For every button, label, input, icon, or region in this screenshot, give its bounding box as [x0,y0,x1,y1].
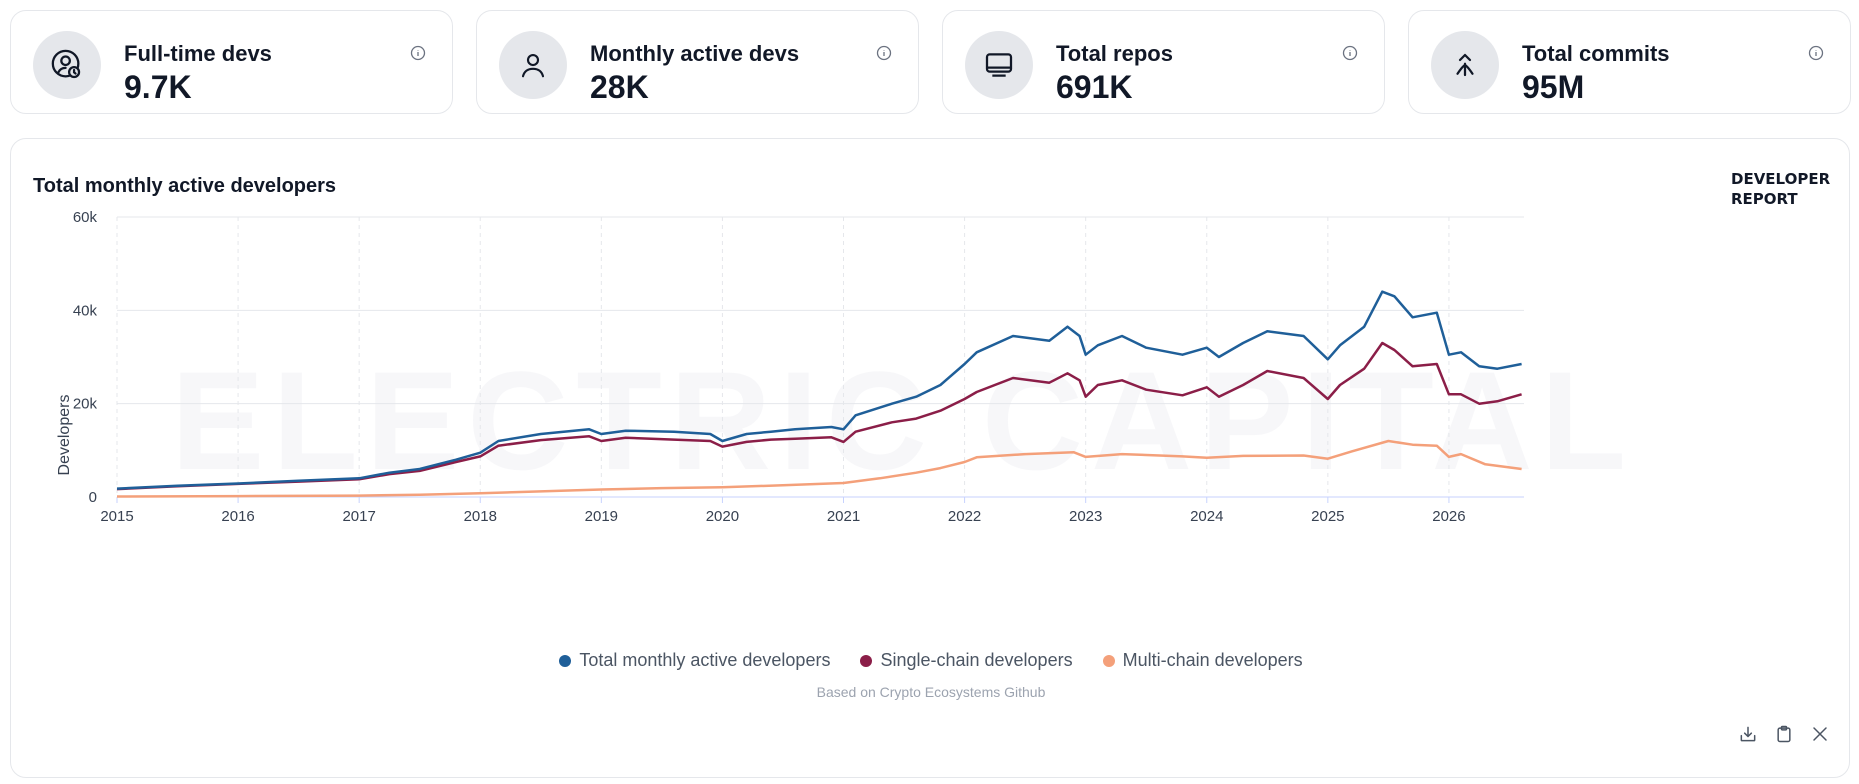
chart-legend: Total monthly active developers Single-ch… [11,650,1851,671]
x-tick-label: 2025 [1311,508,1344,525]
repo-icon [965,31,1033,99]
legend-item[interactable]: Multi-chain developers [1102,650,1303,671]
x-tick-label: 2017 [342,508,375,525]
x-tick-label: 2020 [706,508,739,525]
x-tick-label: 2024 [1190,508,1223,525]
stat-card-total-commits: Total commits 95M [1408,10,1851,114]
stat-card-full-time-devs: Full-time devs 9.7K [10,10,453,114]
y-tick-label: 0 [89,489,97,506]
chart-grid [116,216,1524,498]
x-tick-label: 2021 [827,508,860,525]
y-axis-label: Developers [56,395,73,476]
y-tick-label: 60k [73,209,98,226]
copy-button[interactable] [1773,723,1795,745]
stat-card-monthly-active-devs: Monthly active devs 28K [476,10,919,114]
stat-card-total-repos: Total repos 691K [942,10,1385,114]
stat-label: Total repos [1056,41,1173,66]
series-line [116,290,1522,490]
y-tick-label: 40k [73,302,98,319]
user-icon [499,31,567,99]
info-icon[interactable] [876,45,892,61]
legend-label: Multi-chain developers [1122,650,1303,670]
legend-dot [559,654,572,667]
clipboard-icon [1777,725,1791,743]
chart-title: Total monthly active developers [33,175,337,197]
stat-label: Full-time devs [124,41,272,66]
stat-value: 28K [590,69,649,105]
x-tick-label: 2015 [100,508,133,525]
download-button[interactable] [1737,723,1759,745]
stat-value: 95M [1522,69,1585,105]
info-icon[interactable] [1808,45,1824,61]
legend-item[interactable]: Single-chain developers [860,650,1073,671]
legend-dot [1102,654,1115,667]
stat-value: 691K [1056,69,1133,105]
developer-report-logo: DEVELOPER REPORT [1731,170,1831,208]
series-line [116,439,1522,498]
merge-icon [1431,31,1499,99]
x-tick-label: 2022 [948,508,981,525]
x-tick-label: 2023 [1069,508,1102,525]
chart-card: Total monthly active developers DEVELOPE… [10,138,1850,778]
legend-item[interactable]: Total monthly active developers [559,650,830,671]
x-tick-label: 2018 [464,508,497,525]
legend-dot [860,654,873,667]
x-tick-label: 2026 [1432,508,1465,525]
legend-label: Total monthly active developers [579,650,831,670]
info-icon[interactable] [1342,45,1358,61]
chart-actions [1737,723,1831,745]
share-x-button[interactable] [1809,723,1831,745]
stat-label: Monthly active devs [590,41,800,66]
stat-value: 9.7K [124,69,192,105]
x-tick-label: 2019 [585,508,618,525]
chart-axes: 0 20k 40k 60k 2015 2016 2017 2018 2019 2020 2021 20… [73,209,1466,525]
download-icon [1740,726,1756,742]
series-line [116,341,1522,491]
user-clock-icon [33,31,101,99]
x-icon [1813,727,1827,741]
legend-label: Single-chain developers [880,650,1073,670]
y-tick-label: 20k [73,396,98,413]
x-tick-label: 2016 [221,508,254,525]
stat-label: Total commits [1522,41,1670,66]
info-icon[interactable] [410,45,426,61]
source-note: Based on Crypto Ecosystems Github [816,684,1046,700]
chart-series [116,290,1522,498]
